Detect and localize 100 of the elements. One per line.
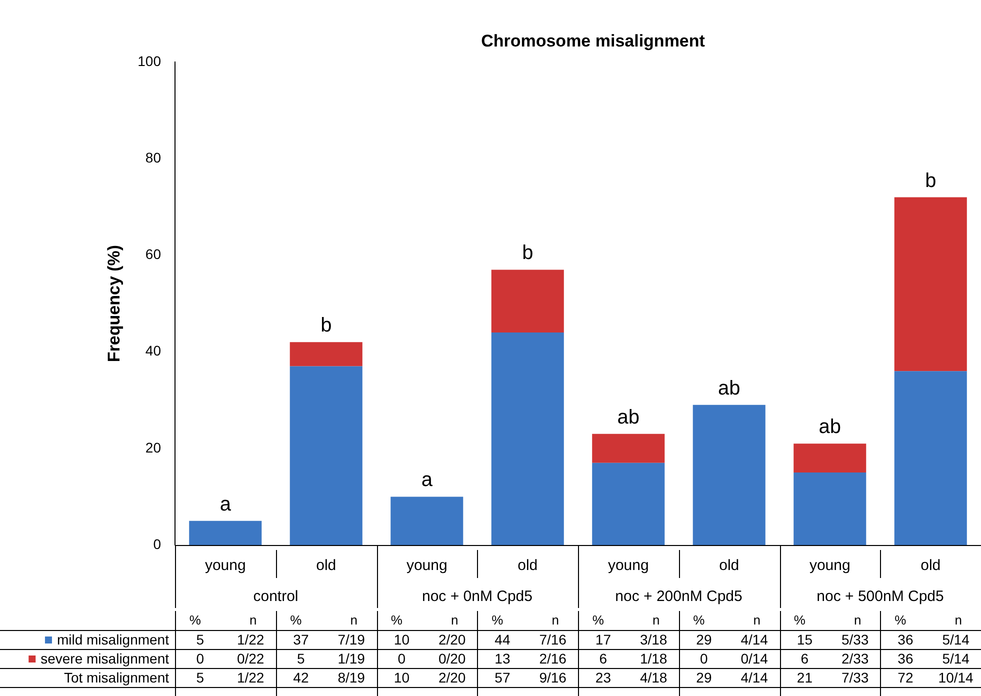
text: 6 [800,650,809,666]
text: 6 [599,650,608,666]
text: noc + 500nM Cpd5 [816,588,944,606]
text: 13 [494,650,510,666]
text: 9/16 [539,669,567,686]
text: 10 [394,631,410,648]
y-tick-label: 0 [153,536,162,552]
text: 44 [494,631,510,648]
text: 5/14 [942,631,970,648]
text: 2/20 [438,669,466,686]
y-tick-label: 60 [145,246,162,262]
text: n [350,612,358,628]
text: 7/19 [338,631,366,648]
bar [692,404,766,545]
text: 37 [293,631,309,648]
y-tick-label: 40 [145,342,162,359]
text: 57 [494,669,510,686]
text: 29 [696,669,712,686]
text: % [693,612,705,628]
text: 17 [595,631,612,648]
y-axis-title: Frequency (%) [104,244,124,362]
text: 0/14 [740,650,768,666]
text: 0/22 [236,650,264,666]
annotation: a [421,469,434,492]
text: 29 [696,631,712,648]
x-tick-label: young [809,557,850,574]
annotation: b [320,314,332,337]
text: n [854,612,862,628]
bar [491,332,564,545]
text: 1/22 [236,631,264,648]
text: % [894,612,906,628]
text: 0 [700,650,708,666]
text: 3/18 [640,631,668,648]
text: % [390,612,402,628]
bar [390,496,464,545]
text: 5 [196,631,204,648]
text: 4/14 [740,631,768,648]
text: 1/18 [640,650,668,666]
text: n [552,612,559,628]
text: 5/33 [841,631,869,648]
x-tick-label: old [920,557,941,574]
text: 21 [796,669,813,686]
bar [794,472,866,545]
annotation: b [522,242,534,264]
text: % [492,612,504,628]
x-tick-label: young [608,557,649,574]
annotation: ab [818,416,841,438]
bar [894,197,967,372]
x-tick-label: young [204,557,246,574]
text: 2/33 [841,650,869,666]
text: 42 [293,669,309,686]
text: 8/19 [338,669,366,686]
text: % [794,612,806,628]
text: 0 [196,650,204,666]
annotation: a [220,493,232,516]
text: 2/16 [539,650,567,666]
x-tick-label: old [719,557,740,574]
text: % [189,612,202,628]
text: 2/20 [438,631,466,648]
legend-label: severe misalignment [40,650,170,666]
text: 5 [297,650,306,666]
y-tick-label: 100 [138,52,162,69]
text: 10/14 [938,669,974,686]
x-tick-label: young [406,557,448,574]
text: n [450,612,458,628]
legend-label: mild misalignment [56,631,170,648]
text: n [652,612,660,628]
annotation: ab [718,377,740,400]
text: 5/14 [942,650,970,666]
text: 36 [898,650,914,666]
bar [592,462,665,545]
text: 4/18 [640,669,668,686]
text: n [753,612,760,628]
bar [794,444,866,473]
annotation: ab [617,406,640,428]
text: 4/14 [740,669,768,686]
text: noc + 200nM Cpd5 [615,588,742,606]
text: 0 [398,650,406,666]
y-tick-label: 80 [145,149,162,166]
text: % [290,612,302,628]
bar [189,520,262,545]
text: 1/22 [236,669,264,686]
text: 15 [796,631,813,648]
text: 7/16 [539,631,567,648]
text: 23 [595,669,612,686]
text: % [592,612,604,628]
bar [290,366,362,545]
bar [894,371,967,545]
x-tick-label: old [518,557,538,574]
bar [290,342,362,366]
text: 10 [394,669,410,686]
chart-title: Chromosome misalignment [481,32,706,51]
annotation: b [925,170,936,192]
text: n [249,612,257,628]
text: 36 [898,631,914,648]
bar [592,434,665,463]
y-tick-label: 20 [145,439,162,456]
text: 0/20 [438,650,466,666]
text: 72 [898,669,914,686]
text: 5 [196,669,204,686]
